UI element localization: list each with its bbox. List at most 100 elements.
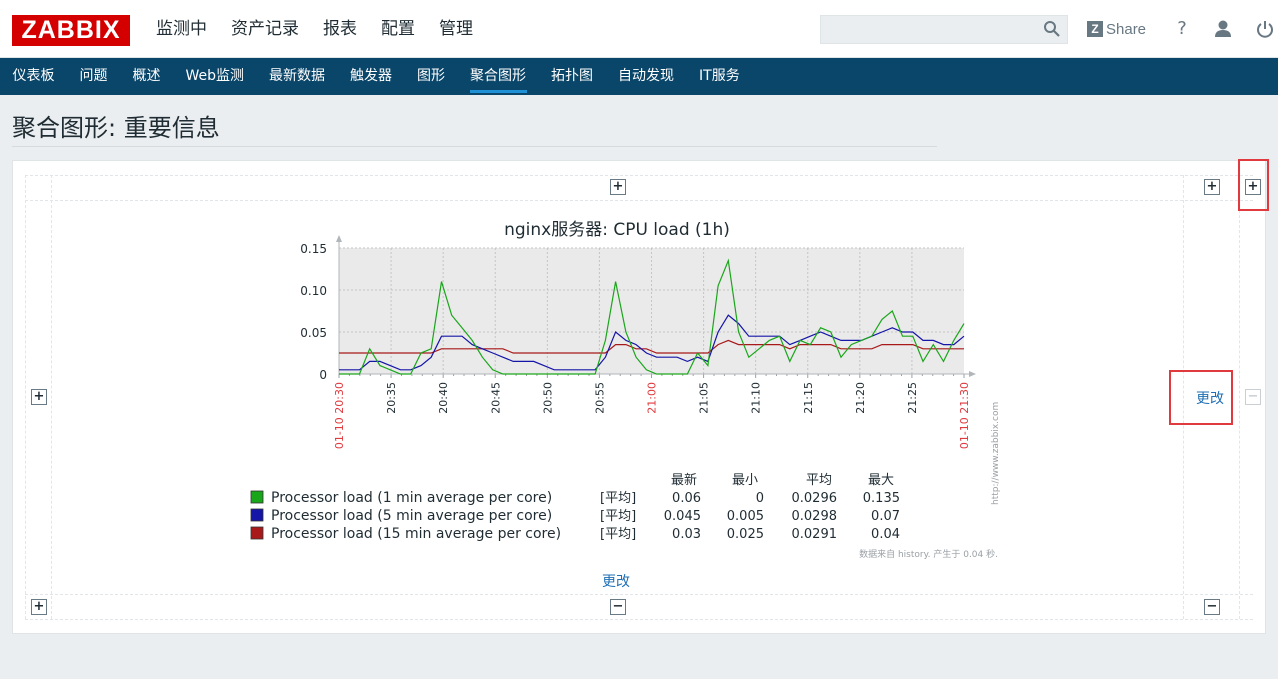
share-button[interactable]: Z Share (1087, 19, 1146, 39)
screen-panel (12, 160, 1266, 634)
graph-footer: 数据来自 history. 产生于 0.04 秒. (859, 548, 998, 560)
main-menu-administration[interactable]: 管理 (439, 19, 473, 39)
x-tick-label: 21:20 (854, 382, 867, 414)
legend-stat: 0.06 (672, 491, 701, 506)
x-tick-label: 01-10 21:30 (958, 382, 971, 449)
series-line-1 (339, 258, 965, 375)
legend-series-name: Processor load (5 min average per core) (271, 508, 552, 524)
share-label: Share (1106, 20, 1147, 38)
submenu-overview[interactable]: 概述 (132, 68, 161, 84)
legend-header: 平均 (806, 473, 832, 488)
submenu-latest-data[interactable]: 最新数据 (269, 68, 326, 84)
x-tick-label: 01-10 20:30 (333, 382, 346, 449)
legend-stat: 0.025 (727, 527, 764, 542)
legend-function: [平均] (600, 491, 636, 506)
legend-stat: 0.0298 (792, 509, 838, 524)
submenu-triggers[interactable]: 触发器 (350, 68, 393, 84)
search-icon[interactable] (1043, 20, 1061, 38)
submenu-screens[interactable]: 聚合图形 (458, 58, 539, 95)
x-tick-label: 20:40 (437, 382, 450, 414)
top-header: ZABBIX 监测中 资产记录 报表 配置 管理 Z Share ? (0, 0, 1278, 58)
submenu-maps[interactable]: 拓扑图 (551, 68, 594, 84)
legend-stat: 0 (756, 491, 764, 506)
legend-stat: 0.03 (672, 527, 701, 542)
main-menu: 监测中 资产记录 报表 配置 管理 (144, 0, 485, 58)
grid-line (25, 619, 1253, 620)
change-link-right[interactable]: 更改 (1196, 391, 1224, 407)
graph-legend: 最新 最小 平均 最大 Processor load (1 min average pe… (250, 472, 900, 542)
legend-stat: 0.07 (871, 509, 900, 524)
y-tick-label: 0.10 (300, 284, 327, 298)
y-tick-label: 0.05 (300, 326, 327, 340)
add-column-button[interactable]: + (1204, 179, 1220, 195)
legend-stat: 0.045 (664, 509, 701, 524)
user-profile-icon[interactable] (1212, 18, 1234, 40)
add-row-bottom-button[interactable]: + (31, 599, 47, 615)
x-axis: 01-10 20:30 20:35 20:40 20:45 20:50 20:55 21:0… (333, 235, 976, 449)
search-input[interactable] (821, 16, 1039, 43)
submenu-graphs[interactable]: 图形 (417, 68, 446, 84)
y-axis: 0 0.05 0.10 0.15 (300, 242, 327, 382)
title-divider (12, 146, 937, 147)
add-column-right-button[interactable]: + (1245, 179, 1261, 195)
main-menu-inventory[interactable]: 资产记录 (231, 19, 299, 39)
x-tick-label: 21:15 (802, 382, 815, 414)
main-menu-reports[interactable]: 报表 (323, 19, 357, 39)
legend-series-name: Processor load (15 min average per core) (271, 526, 561, 542)
remove-row-button[interactable]: − (610, 599, 626, 615)
x-tick-label: 21:25 (906, 382, 919, 414)
grid-line (1183, 175, 1184, 619)
legend-series-name: Processor load (1 min average per core) (271, 490, 552, 506)
submenu-web[interactable]: Web监测 (185, 68, 245, 84)
legend-stat: 0.0291 (792, 527, 838, 542)
submenu-problems[interactable]: 问题 (79, 68, 108, 84)
highlight-box (1238, 159, 1269, 211)
legend-swatch (250, 508, 264, 522)
legend-function: [平均] (600, 509, 636, 524)
x-tick-label: 21:05 (698, 382, 711, 414)
legend-header: 最小 (732, 473, 758, 488)
graph-title: nginx服务器: CPU load (1h) (504, 220, 730, 240)
legend-header: 最新 (671, 472, 697, 488)
help-icon[interactable]: ? (1177, 18, 1187, 39)
zabbix-watermark: http://www.zabbix.com (991, 402, 1001, 505)
search-box (820, 15, 1068, 44)
grid-line (25, 200, 1253, 201)
highlight-box (1169, 370, 1233, 425)
x-axis-arrow (969, 371, 976, 377)
x-tick-label: 20:35 (385, 382, 398, 414)
remove-column-button[interactable]: − (1245, 389, 1261, 405)
legend-swatch (250, 490, 264, 504)
grid-line (25, 594, 1253, 595)
x-tick-label: 20:50 (541, 382, 554, 414)
y-tick-label: 0 (319, 368, 327, 382)
main-menu-monitoring[interactable]: 监测中 (156, 19, 207, 39)
x-tick-label: 21:10 (750, 382, 763, 414)
sign-out-icon[interactable] (1254, 18, 1276, 40)
submenu-dashboard[interactable]: 仪表板 (12, 68, 55, 84)
legend-function: [平均] (600, 527, 636, 542)
submenu-discovery[interactable]: 自动发现 (618, 68, 675, 84)
add-row-top-button[interactable]: + (610, 179, 626, 195)
grid-line (25, 175, 1253, 176)
main-menu-configuration[interactable]: 配置 (381, 19, 415, 39)
grid-line (25, 175, 26, 619)
legend-stat: 0.04 (871, 527, 900, 542)
legend-stat: 0.0296 (792, 491, 838, 506)
y-axis-arrow (336, 235, 342, 242)
series-line-3 (339, 339, 964, 354)
sub-menu: 仪表板 问题 概述 Web监测 最新数据 触发器 图形 聚合图形 拓扑图 自动发… (0, 58, 1278, 95)
add-column-left-button[interactable]: + (31, 389, 47, 405)
legend-swatch (250, 526, 264, 540)
zabbix-logo[interactable]: ZABBIX (12, 15, 130, 46)
series-lines (339, 258, 965, 375)
legend-header: 最大 (868, 473, 894, 488)
remove-column-bottom-button[interactable]: − (1204, 599, 1220, 615)
grid-line (51, 175, 52, 619)
grid-line (1239, 175, 1240, 619)
submenu-it-services[interactable]: IT服务 (699, 68, 740, 84)
x-tick-label: 20:55 (593, 382, 606, 414)
change-link-bottom[interactable]: 更改 (602, 574, 630, 590)
series-line-2 (339, 314, 965, 371)
